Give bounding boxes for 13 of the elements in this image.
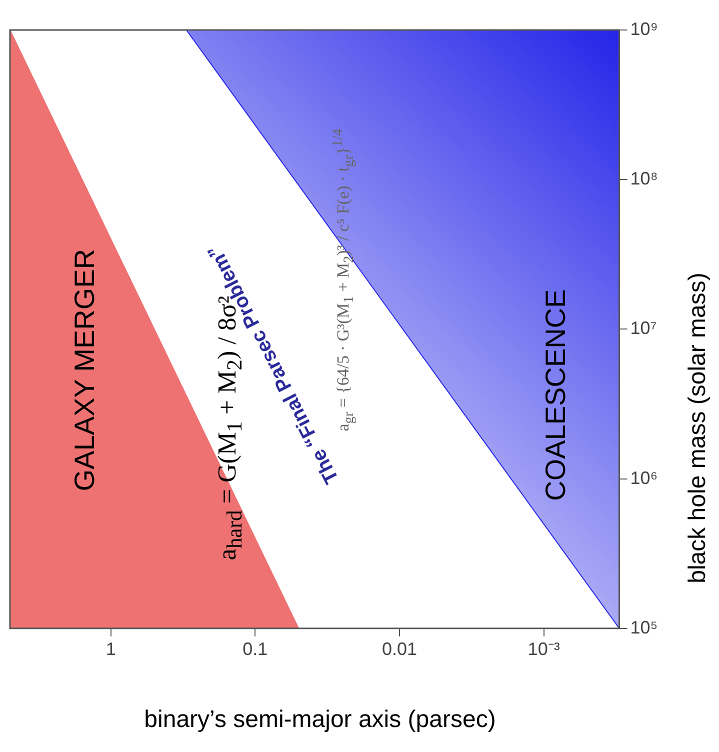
y-tick-label: 10⁸ [630, 168, 658, 189]
y-tick-label: 10⁷ [630, 318, 657, 338]
y-tick-label: 10⁶ [630, 468, 658, 488]
x-tick-label: 0.1 [242, 639, 268, 660]
y-tick-label: 10⁹ [630, 18, 658, 39]
y-tick-label: 10⁵ [630, 617, 658, 638]
x-tick-label: 1 [106, 639, 116, 660]
y-axis-title: black hole mass (solar mass) [684, 272, 712, 584]
x-tick-label: 10⁻³ [528, 639, 560, 660]
annotation: GALAXY MERGER [69, 248, 101, 492]
x-axis-title: binary’s semi-major axis (parsec) [144, 706, 496, 734]
x-tick-label: 0.01 [382, 639, 418, 660]
annotation: COALESCENCE [540, 289, 572, 501]
